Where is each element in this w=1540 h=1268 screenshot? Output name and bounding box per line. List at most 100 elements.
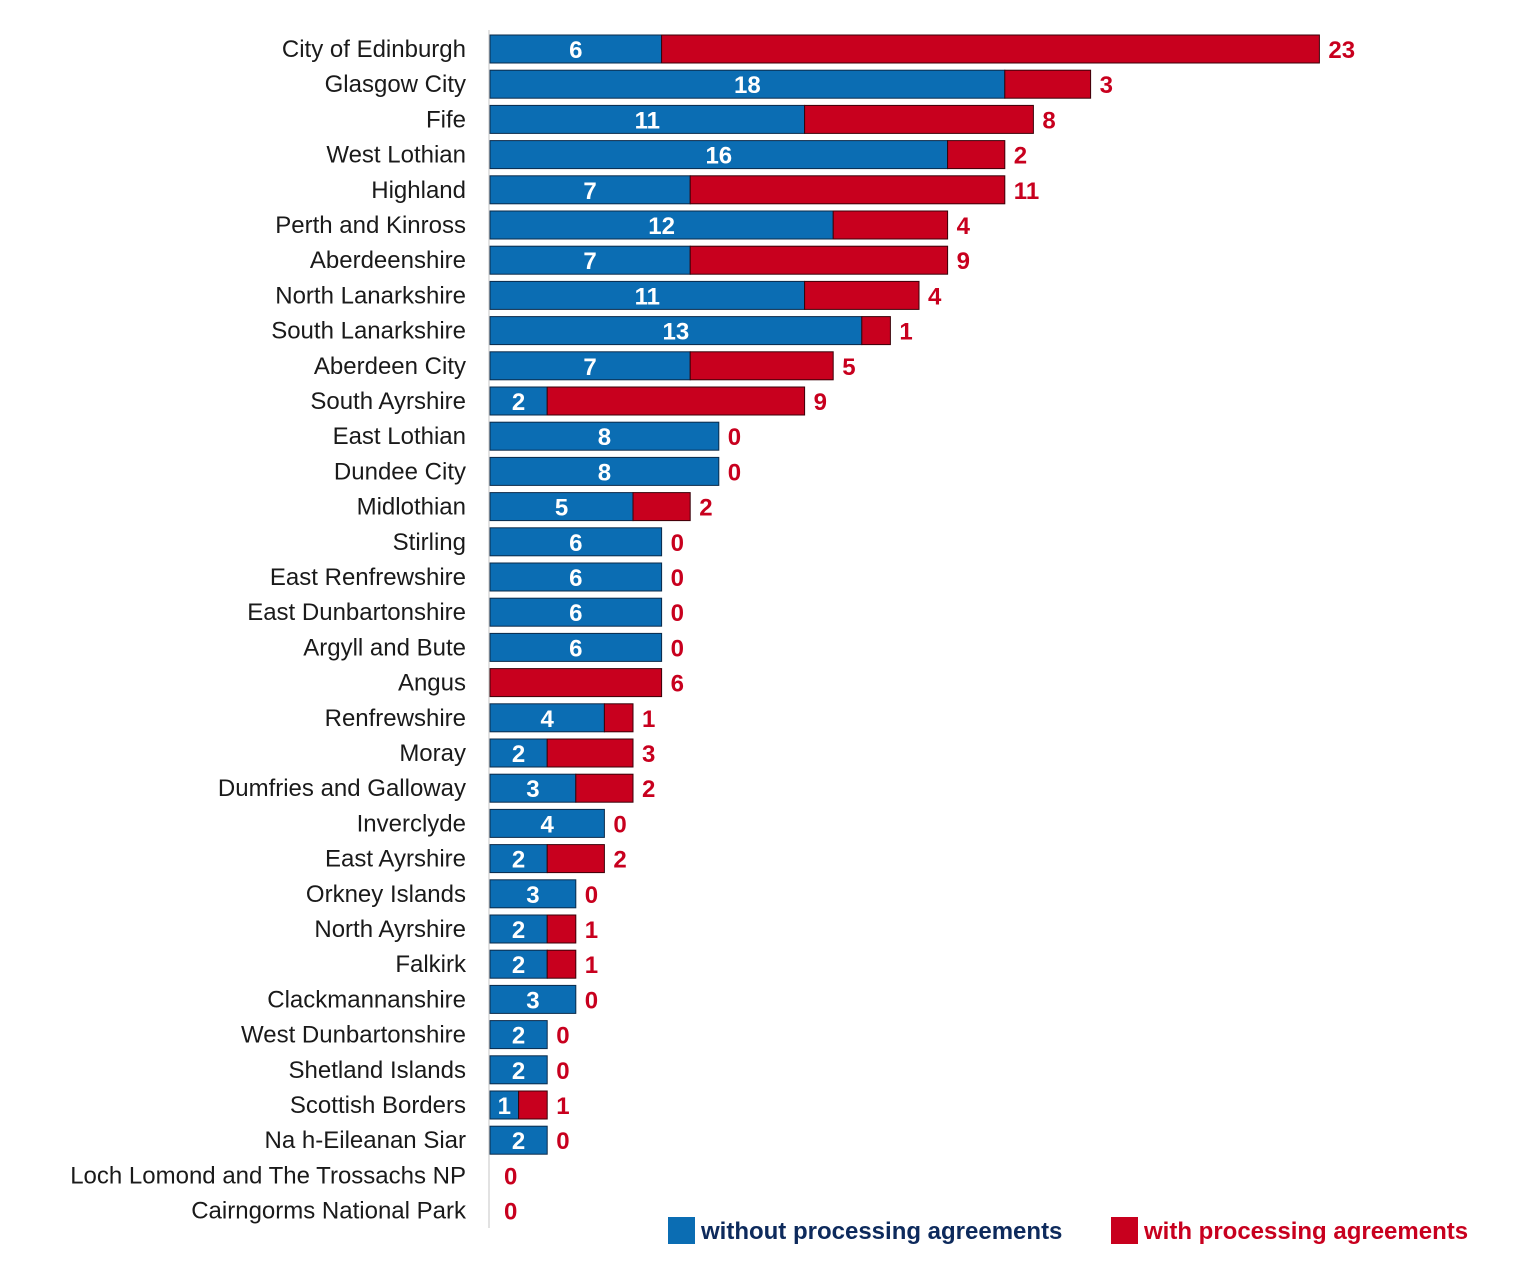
category-label: Cairngorms National Park (191, 1198, 467, 1225)
legend-label-with: with processing agreements (1143, 1218, 1468, 1245)
bar-with-agreements (489, 668, 663, 698)
bar-value-label-with: 3 (1100, 72, 1113, 99)
bar-value-label-with: 0 (671, 600, 684, 627)
category-label: East Lothian (333, 423, 466, 450)
category-label: West Dunbartonshire (241, 1022, 466, 1049)
category-label: Dundee City (334, 458, 466, 485)
bar-without-agreements (489, 562, 663, 592)
bar-value-label-with: 1 (585, 917, 598, 944)
bar-value-label-without: 3 (526, 987, 539, 1014)
category-label: Midlothian (357, 494, 466, 521)
category-label: Glasgow City (325, 71, 466, 98)
bar-value-label-with: 2 (699, 495, 712, 522)
bar-with-agreements (689, 245, 949, 275)
bar-value-label-with: 23 (1328, 37, 1355, 64)
category-label: Aberdeen City (314, 353, 466, 380)
bar-value-label-without: 8 (598, 459, 611, 486)
legend: without processing agreements with proces… (668, 1217, 1468, 1245)
bar-value-label-without: 7 (583, 248, 596, 275)
category-label: North Lanarkshire (275, 282, 466, 309)
bar-value-label-without: 2 (512, 741, 525, 768)
bar-with-agreements (546, 844, 605, 874)
bar-without-agreements (489, 738, 548, 768)
bar-value-label-without: 2 (512, 1058, 525, 1085)
bar-value-label-without: 5 (555, 495, 568, 522)
bar-value-label-with: 4 (957, 213, 971, 240)
category-label: Angus (398, 670, 466, 697)
bar-without-agreements (489, 386, 548, 416)
bar-value-label-with: 9 (957, 248, 970, 275)
bar-value-label-with: 0 (613, 811, 626, 838)
category-label: Highland (371, 177, 466, 204)
bar-value-label-with: 0 (728, 424, 741, 451)
bar-value-label-without: 13 (663, 319, 690, 346)
category-label: Stirling (393, 529, 466, 556)
bar-value-label-without: 4 (541, 706, 555, 733)
category-label: Clackmannanshire (267, 986, 466, 1013)
bar-value-label-without: 8 (598, 424, 611, 451)
bar-with-agreements (546, 738, 634, 768)
bar-value-label-with: 0 (504, 1163, 517, 1190)
bar-value-label-with: 0 (671, 635, 684, 662)
bar-value-label-with: 2 (1014, 143, 1027, 170)
bar-without-agreements (489, 879, 577, 909)
bar-with-agreements (947, 140, 1006, 170)
category-label: Falkirk (395, 951, 467, 978)
category-label: Moray (399, 740, 466, 767)
category-label: West Lothian (326, 142, 466, 169)
bar-value-label-without: 2 (512, 847, 525, 874)
bar-with-agreements (603, 703, 634, 733)
category-label: Aberdeenshire (310, 247, 466, 274)
bar-value-label-without: 2 (512, 389, 525, 416)
bar-value-label-without: 6 (569, 530, 582, 557)
bar-with-agreements (575, 773, 634, 803)
bar-value-label-without: 2 (512, 952, 525, 979)
bar-without-agreements (489, 210, 834, 240)
bar-without-agreements (489, 773, 577, 803)
bar-without-agreements (489, 351, 691, 381)
bar-with-agreements (1004, 69, 1092, 99)
bar-with-agreements (804, 104, 1034, 134)
bar-with-agreements (689, 175, 1006, 205)
bar-value-label-with: 6 (671, 671, 684, 698)
bar-without-agreements (489, 69, 1006, 99)
bar-without-agreements (489, 527, 663, 557)
bar-value-label-without: 6 (569, 37, 582, 64)
bar-value-label-with: 0 (556, 1023, 569, 1050)
bar-value-label-with: 0 (728, 459, 741, 486)
category-label: Renfrewshire (325, 705, 466, 732)
category-label: City of Edinburgh (282, 36, 466, 63)
bar-value-label-without: 12 (648, 213, 675, 240)
bar-without-agreements (489, 492, 634, 522)
bar-value-label-with: 4 (928, 283, 942, 310)
category-label: East Dunbartonshire (247, 599, 466, 626)
category-label: Scottish Borders (290, 1092, 466, 1119)
category-label: Loch Lomond and The Trossachs NP (70, 1162, 466, 1189)
category-label: Fife (426, 106, 466, 133)
bar-without-agreements (489, 949, 548, 979)
bar-value-label-with: 1 (899, 319, 912, 346)
bar-value-label-with: 3 (642, 741, 655, 768)
bar-without-agreements (489, 1090, 520, 1120)
bar-value-label-with: 2 (642, 776, 655, 803)
bar-value-label-without: 11 (635, 283, 660, 310)
bar-without-agreements (489, 1125, 548, 1155)
bar-without-agreements (489, 632, 663, 662)
category-label: South Ayrshire (310, 388, 466, 415)
bar-with-agreements (632, 492, 691, 522)
bar-without-agreements (489, 456, 720, 486)
bar-value-label-with: 0 (556, 1128, 569, 1155)
category-label: South Lanarkshire (271, 318, 466, 345)
bar-without-agreements (489, 844, 548, 874)
bar-value-label-with: 1 (585, 952, 598, 979)
bar-value-label-with: 0 (671, 565, 684, 592)
bar-value-label-with: 11 (1014, 178, 1039, 205)
bar-with-agreements (546, 914, 577, 944)
bar-without-agreements (489, 1020, 548, 1050)
bar-value-label-with: 5 (842, 354, 855, 381)
bar-without-agreements (489, 984, 577, 1014)
bar-with-agreements (546, 386, 806, 416)
bar-value-label-with: 0 (585, 987, 598, 1014)
